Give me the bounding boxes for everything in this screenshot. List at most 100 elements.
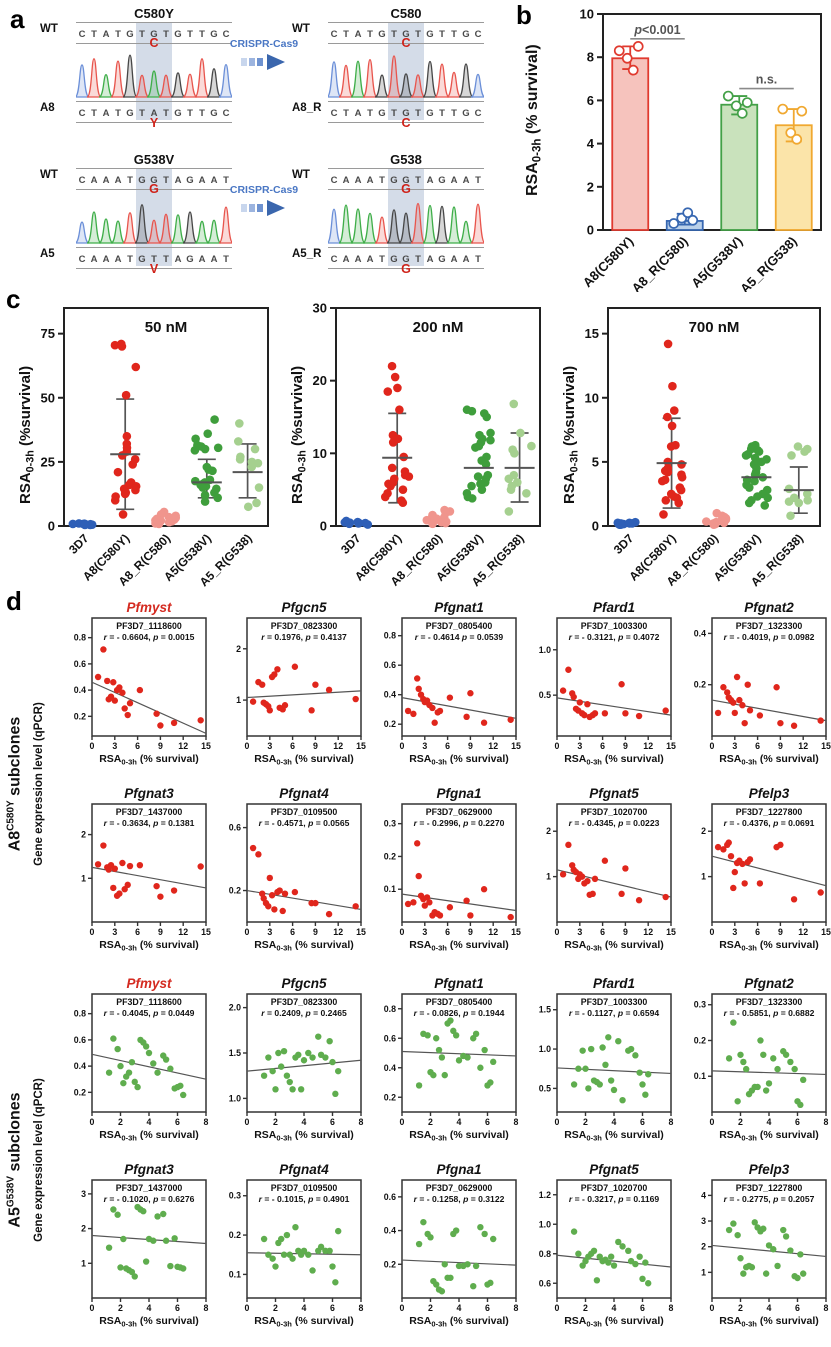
y-tick-label: 0.6 (384, 660, 396, 670)
sequence-letter: A (198, 175, 206, 186)
trace-peak (470, 203, 484, 244)
y-tick-label: 0.8 (384, 1004, 396, 1014)
data-point (120, 1079, 127, 1087)
correlation-stats: r = - 0.6604, p = 0.0015 (104, 632, 195, 642)
sequence-letter: A (90, 175, 98, 186)
x-axis-label: RSA0-3h (% survival) (409, 753, 509, 766)
concentration-title: 700 nM (689, 319, 740, 336)
plot-frame (63, 307, 269, 527)
data-point (527, 441, 536, 451)
correlation-stats: r = - 0.2996, p = 0.2270 (414, 818, 505, 828)
sequence-letter: G (138, 254, 146, 265)
data-point (157, 722, 164, 729)
trace-peak (398, 212, 414, 244)
data-point (817, 889, 824, 896)
gene-title: Pfgnat2 (744, 976, 794, 991)
data-point (275, 1049, 282, 1057)
data-point (435, 1046, 443, 1054)
data-point (154, 1213, 161, 1220)
sequence-letter: C (222, 108, 230, 119)
clone-label: A8 (40, 102, 55, 114)
sequence-letter: T (127, 175, 133, 186)
data-point (472, 1262, 480, 1270)
data-point (119, 689, 126, 696)
data-point (487, 1079, 494, 1086)
y-tick-label: 0.6 (539, 1278, 551, 1288)
gene-id-label: PF3D7_0109500 (271, 1183, 338, 1193)
data-point (668, 381, 677, 391)
trace-peak (182, 73, 198, 98)
data-point (153, 710, 160, 717)
data-point (117, 1264, 124, 1271)
clone-variant-letter: Y (149, 116, 159, 130)
trace-peak (86, 211, 102, 244)
data-point (283, 1072, 291, 1079)
x-tick-label: 12 (798, 741, 808, 751)
data-point (197, 717, 204, 724)
arrow-dash (249, 204, 255, 212)
y-tick-label: 1 (81, 1258, 86, 1268)
x-tick-label: 0 (710, 1303, 715, 1313)
data-point (470, 1283, 477, 1290)
data-point (265, 903, 272, 910)
sequence-letter: T (163, 29, 169, 40)
y-tick-label: 0.5 (539, 1083, 551, 1093)
data-point (142, 1043, 150, 1050)
y-tick-label: 1 (236, 695, 241, 705)
y-tick-label: 0.4 (384, 1226, 396, 1236)
x-tick-label: 2 (738, 1303, 743, 1313)
data-point (741, 880, 748, 887)
data-point (124, 881, 131, 889)
x-tick-label: 3 (422, 741, 427, 751)
trace-peak (86, 58, 102, 98)
gene-id-label: PF3D7_1437000 (116, 1183, 183, 1193)
data-point (709, 520, 719, 530)
data-point (426, 899, 433, 906)
y-tick-label: 3 (701, 1216, 706, 1226)
sequence-letter: A (90, 254, 98, 265)
subclone-name: A5 (6, 1207, 24, 1228)
data-point (682, 207, 694, 219)
gene-id-label: PF3D7_0805400 (426, 997, 493, 1007)
y-tick-label: 0.2 (74, 711, 86, 721)
data-point (785, 127, 797, 139)
data-point (145, 1049, 153, 1057)
data-point (278, 1063, 285, 1070)
section-sidebar: A5G538V subclones Gene expression level (… (0, 974, 54, 1346)
data-point (110, 884, 117, 892)
sequence-letter: T (199, 29, 205, 40)
data-point (725, 1055, 733, 1062)
plot-frame (401, 617, 517, 737)
scatter-grid: Pfmyst PF3D7_1118600 r = - 0.4045, p = 0.0… (56, 974, 831, 1346)
data-point (669, 406, 679, 415)
sequence-letter: T (415, 29, 421, 40)
trend-line (556, 1254, 672, 1268)
mutation-title: C580Y (134, 6, 174, 21)
data-point (770, 1055, 777, 1062)
trace-peak (170, 72, 186, 98)
sequence-letter: G (186, 175, 194, 186)
correlation-stats: r = - 0.1127, p = 0.6594 (569, 1008, 660, 1018)
x-axis-label: RSA0-3h (% survival) (409, 1315, 509, 1328)
x-tick-label: 9 (778, 927, 783, 937)
gene-expression-axis-label: Gene expression level (qPCR) (33, 702, 45, 866)
x-tick-label: 6 (755, 927, 760, 937)
sequence-letter: A (210, 175, 218, 186)
trace-peak (410, 202, 426, 244)
data-point (467, 406, 477, 416)
x-tick-label: 8 (204, 1117, 209, 1127)
trace-peak (122, 212, 138, 244)
gene-title: Pfgnat2 (744, 600, 794, 615)
data-point (269, 1255, 276, 1262)
trace-peak (434, 63, 450, 98)
sequence-letter: C (330, 108, 338, 119)
data-point (113, 467, 123, 477)
panel-b-bar-chart: 0 2 4 6 8 10 RSA0-3h (% survival) A8(C580Y) A8_R… (505, 0, 831, 296)
sequence-letter: G (426, 108, 434, 119)
